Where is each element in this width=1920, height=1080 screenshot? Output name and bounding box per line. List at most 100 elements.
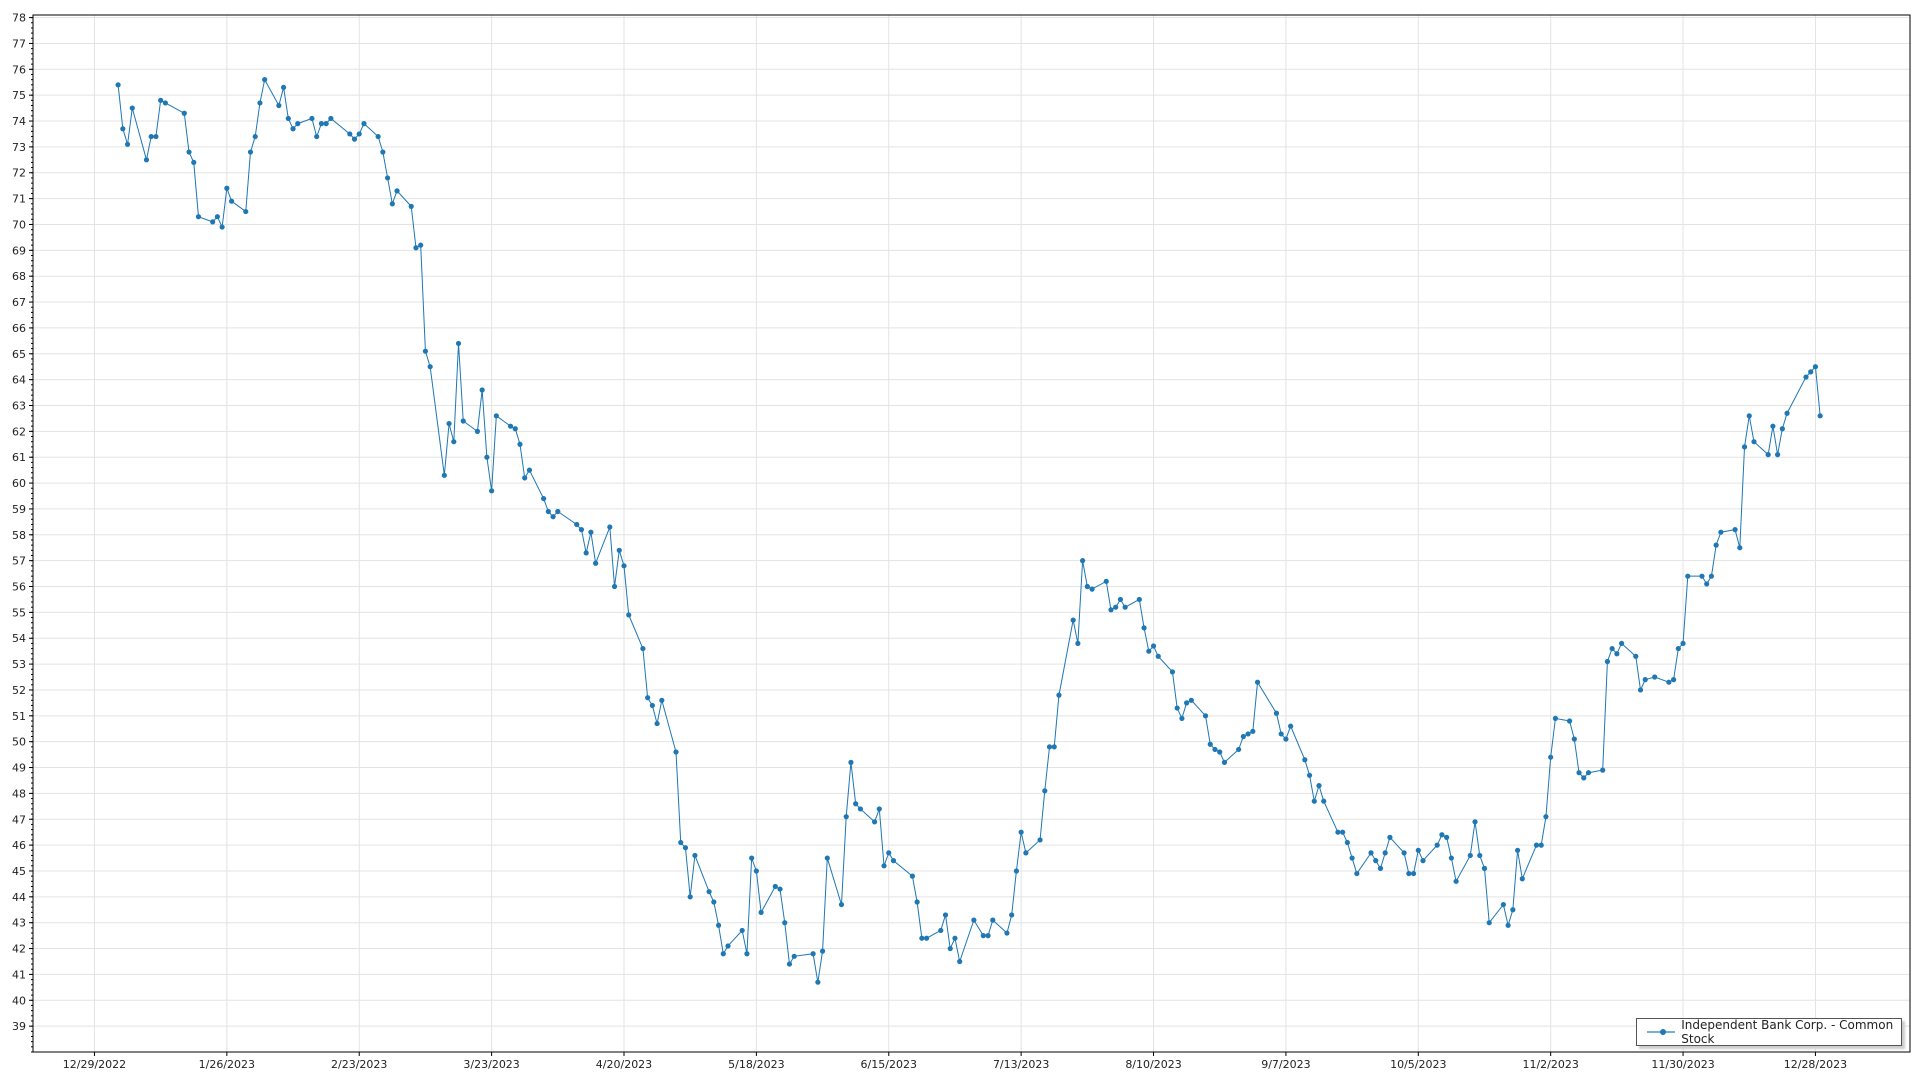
y-tick-label: 56	[12, 581, 26, 594]
data-point	[1519, 876, 1525, 882]
data-point	[1812, 364, 1819, 370]
data-point	[1548, 754, 1554, 760]
data-point	[1666, 679, 1672, 685]
y-axis: 39 40 41 42 43 44 45 46 47 48 49 50 51 52 53 54 55 56 57 58…	[12, 12, 33, 1053]
data-point	[280, 84, 287, 91]
data-point	[153, 133, 159, 140]
data-point	[1571, 736, 1577, 742]
data-point	[593, 560, 599, 566]
data-point	[838, 901, 845, 908]
data-point	[1481, 865, 1488, 871]
series-line	[117, 78, 1821, 983]
data-point	[1217, 749, 1223, 755]
data-point	[1335, 829, 1341, 835]
data-point	[1486, 920, 1492, 926]
data-point	[413, 245, 419, 251]
data-point	[971, 917, 977, 923]
legend-label: Independent Bank Corp. - Common Stock	[1681, 1018, 1894, 1046]
data-point	[786, 961, 793, 967]
data-point	[1382, 850, 1388, 856]
data-point	[583, 550, 589, 556]
data-point	[347, 131, 353, 137]
data-point	[1770, 423, 1776, 429]
x-tick-label: 7/13/2023	[993, 1058, 1049, 1071]
data-point	[418, 242, 424, 248]
data-point	[744, 951, 750, 957]
data-point	[810, 951, 816, 957]
data-point	[522, 475, 528, 481]
data-point	[1533, 842, 1540, 848]
y-tick-label: 40	[12, 994, 26, 1007]
data-point	[1448, 855, 1454, 861]
data-point	[843, 814, 849, 820]
data-point	[224, 185, 230, 191]
data-point	[1514, 847, 1521, 853]
data-point	[1075, 640, 1081, 647]
data-point	[427, 364, 433, 370]
data-point	[474, 428, 481, 434]
data-point	[886, 850, 892, 856]
y-tick-label: 75	[12, 89, 26, 102]
data-point	[1779, 426, 1785, 432]
data-point	[441, 472, 447, 478]
legend-line-marker-icon	[1647, 1027, 1676, 1037]
data-point	[545, 508, 551, 515]
data-point	[1212, 746, 1218, 753]
legend: Independent Bank Corp. - Common Stock	[1636, 1018, 1902, 1046]
data-point	[493, 413, 499, 419]
data-point	[1675, 645, 1681, 652]
data-point	[143, 157, 150, 163]
data-point	[1472, 819, 1478, 825]
data-point	[1765, 452, 1771, 458]
x-tick-label: 9/7/2023	[1261, 1058, 1310, 1071]
y-tick-label: 72	[12, 167, 26, 180]
data-point	[706, 889, 712, 895]
data-point	[1221, 759, 1228, 765]
data-point	[1652, 674, 1658, 680]
data-point	[957, 958, 963, 965]
data-point	[919, 935, 925, 941]
data-point	[1708, 573, 1715, 579]
data-point	[262, 77, 268, 83]
data-point	[1817, 413, 1823, 419]
data-point	[351, 136, 358, 142]
data-point	[1283, 736, 1289, 742]
y-tick-label: 43	[12, 917, 26, 930]
y-tick-label: 45	[12, 865, 26, 878]
data-point	[1004, 930, 1010, 936]
data-point	[782, 920, 788, 926]
data-point	[753, 868, 759, 874]
data-point	[678, 839, 684, 846]
y-tick-label: 54	[12, 632, 26, 645]
data-point	[1746, 413, 1752, 419]
data-point	[1316, 783, 1322, 789]
data-point	[356, 131, 362, 137]
plot-frame	[32, 14, 1911, 1053]
data-point	[1377, 865, 1384, 871]
data-point	[446, 420, 452, 427]
data-point	[162, 100, 168, 106]
data-point	[1051, 744, 1057, 750]
data-point	[640, 645, 646, 652]
data-point	[1614, 651, 1620, 657]
data-point	[1155, 653, 1161, 659]
data-point	[654, 720, 660, 727]
data-point	[1037, 837, 1043, 843]
y-tick-label: 65	[12, 348, 26, 361]
x-tick-label: 5/18/2023	[728, 1058, 784, 1071]
data-point	[1775, 452, 1781, 458]
gridlines	[33, 15, 1910, 1052]
y-tick-label: 39	[12, 1020, 26, 1033]
data-point	[711, 899, 717, 905]
y-tick-label: 61	[12, 451, 26, 464]
data-point	[909, 873, 916, 879]
data-point	[555, 508, 561, 515]
data-point	[777, 886, 783, 892]
data-point	[290, 126, 296, 132]
data-point	[1500, 901, 1506, 908]
data-point	[550, 514, 556, 520]
x-tick-label: 8/10/2023	[1125, 1058, 1181, 1071]
x-axis: 12/29/2022 1/26/2023 2/23/2023 3/23/2023 4/2…	[63, 1052, 1847, 1071]
y-tick-label: 42	[12, 943, 26, 956]
